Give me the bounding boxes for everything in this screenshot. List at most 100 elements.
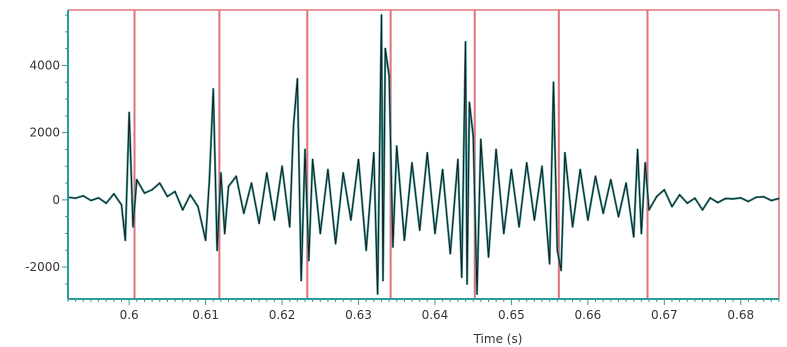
- x-tick-label: 0.64: [422, 308, 449, 322]
- waveform-point: [105, 202, 107, 204]
- waveform-point: [82, 195, 84, 197]
- waveform-point: [449, 253, 451, 255]
- waveform-point: [151, 189, 153, 191]
- waveform-point: [235, 175, 237, 177]
- waveform-point: [208, 179, 211, 181]
- waveform-point: [388, 74, 390, 77]
- waveform-point: [90, 199, 92, 202]
- waveform-point: [717, 201, 719, 204]
- waveform-point: [243, 212, 245, 214]
- waveform-point: [694, 197, 696, 199]
- waveform-point: [476, 293, 478, 295]
- waveform-point: [518, 226, 520, 228]
- y-tick-label: 0: [52, 193, 60, 207]
- x-tick-label: 0.68: [727, 308, 754, 322]
- y-tick-label: 4000: [29, 58, 60, 72]
- waveform-point: [365, 249, 367, 251]
- waveform-point: [266, 172, 268, 174]
- waveform-point: [384, 48, 386, 50]
- waveform-point: [124, 239, 126, 241]
- waveform-series: [67, 13, 780, 296]
- waveform-point: [617, 216, 620, 218]
- waveform-point: [281, 165, 283, 167]
- waveform-point: [120, 204, 123, 206]
- waveform-point: [457, 158, 459, 161]
- waveform-point: [75, 197, 77, 199]
- waveform-point: [312, 158, 314, 161]
- waveform-point: [382, 279, 384, 282]
- y-axis: -2000 0 2000 4000: [25, 10, 69, 299]
- waveform-point: [304, 148, 306, 151]
- waveform-point: [373, 152, 375, 154]
- waveform-point: [552, 81, 555, 83]
- waveform-point: [166, 195, 168, 198]
- waveform-point: [419, 229, 421, 231]
- waveform-point: [747, 200, 750, 203]
- waveform-point: [644, 162, 646, 164]
- waveform-point: [610, 179, 612, 181]
- waveform-point: [258, 222, 260, 224]
- waveform-point: [724, 197, 727, 200]
- waveform-point: [709, 197, 711, 199]
- waveform-point: [143, 192, 146, 194]
- waveform-point: [357, 158, 360, 161]
- waveform-point: [182, 209, 184, 211]
- waveform-point: [113, 193, 115, 195]
- y-tick-label: 2000: [29, 126, 60, 140]
- waveform-point: [472, 135, 474, 137]
- waveform-point: [510, 169, 513, 171]
- waveform-point: [487, 256, 490, 258]
- waveform-point: [778, 197, 780, 200]
- x-tick-label: 0.66: [575, 308, 602, 322]
- waveform-point: [740, 197, 742, 199]
- waveform-point: [296, 78, 298, 80]
- waveform-point: [480, 138, 482, 140]
- x-axis: 0.6 0.61 0.62 0.63 0.64 0.65 0.66 0.67 0.68: [67, 298, 780, 322]
- waveform-point: [377, 293, 379, 295]
- x-tick-label: 0.63: [345, 308, 372, 322]
- waveform-point: [197, 205, 199, 208]
- waveform-point: [640, 232, 642, 235]
- waveform-point: [648, 209, 650, 211]
- waveform-point: [533, 219, 535, 221]
- waveform-point: [701, 209, 704, 211]
- waveform-point: [212, 88, 214, 90]
- waveform-point: [464, 41, 467, 43]
- waveform-point: [495, 148, 497, 151]
- plot-background: [68, 10, 779, 299]
- waveform-point: [189, 194, 191, 196]
- waveform-point: [227, 185, 230, 188]
- waveform-point: [308, 259, 310, 261]
- waveform-point: [526, 162, 528, 164]
- waveform-point: [434, 232, 436, 235]
- waveform-point: [442, 169, 444, 171]
- waveform-point: [663, 189, 665, 191]
- waveform-point: [97, 197, 100, 199]
- plot-area: [68, 9, 780, 299]
- waveform-point: [403, 239, 405, 241]
- waveform-point: [594, 175, 597, 177]
- waveform-point: [571, 226, 574, 228]
- waveform-point: [755, 196, 757, 198]
- waveform-point: [334, 242, 337, 245]
- waveform-point: [411, 162, 413, 164]
- waveform-point: [327, 169, 329, 171]
- waveform-point: [396, 145, 398, 147]
- waveform-point: [686, 202, 688, 204]
- waveform-point: [763, 196, 765, 198]
- waveform-point: [633, 236, 635, 238]
- waveform-point: [549, 263, 551, 265]
- waveform-point: [128, 111, 130, 114]
- waveform-point: [300, 279, 302, 282]
- waveform-point: [468, 101, 470, 104]
- waveform-point: [560, 269, 562, 272]
- y-tick-label: -2000: [25, 260, 60, 274]
- waveform-point: [732, 198, 734, 200]
- waveform-point: [380, 14, 383, 16]
- waveform-point: [319, 232, 321, 235]
- waveform-point: [273, 219, 276, 221]
- waveform-point: [656, 195, 658, 198]
- waveform-point: [556, 249, 558, 251]
- waveform-point: [392, 246, 394, 248]
